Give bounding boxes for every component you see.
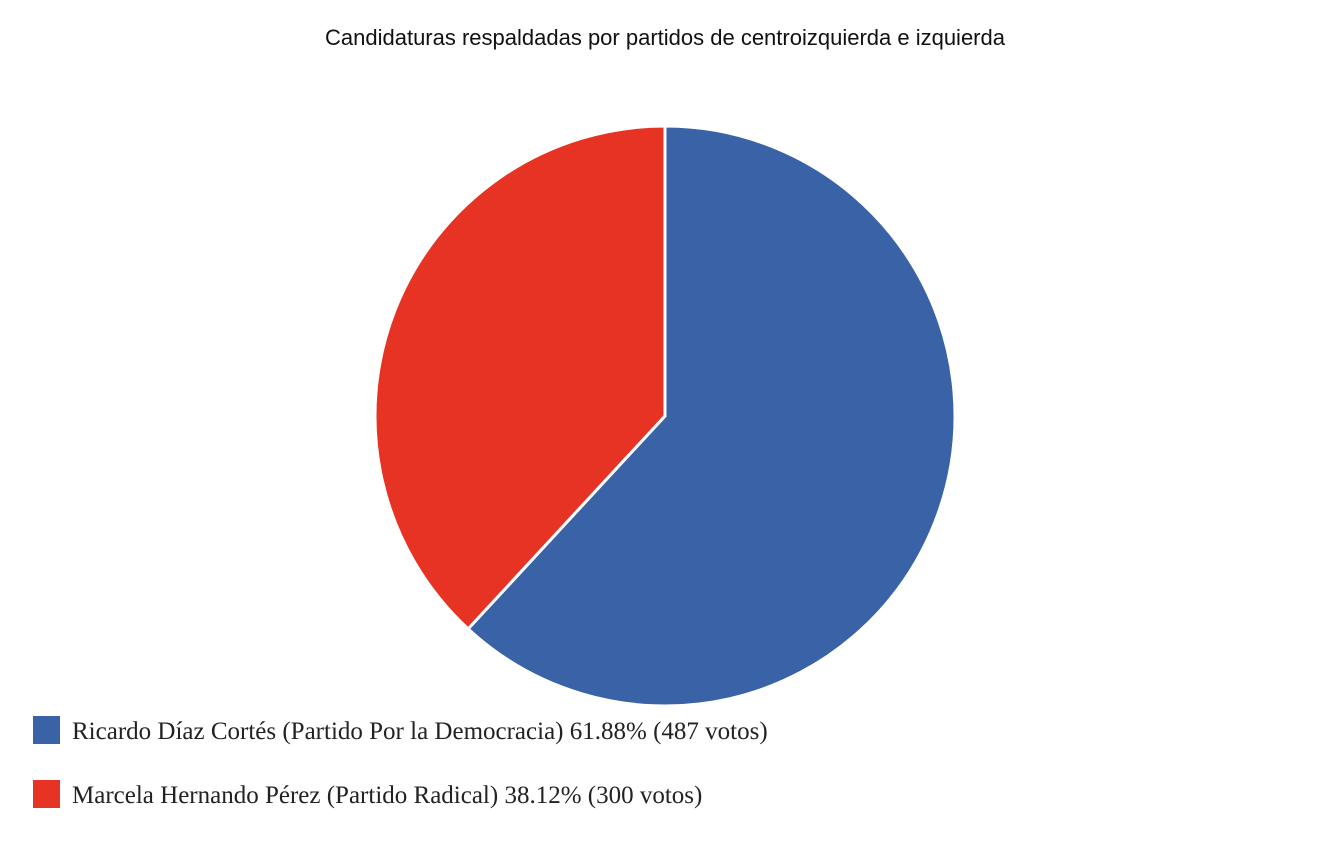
- legend-swatch: [33, 780, 60, 808]
- chart-title: Candidaturas respaldadas por partidos de…: [325, 25, 1006, 50]
- legend-text: 61.88%: [570, 718, 647, 745]
- legend-entry: Marcela Hernando Pérez (Partido Radical)…: [72, 782, 702, 809]
- legend-text: (300 votos): [588, 782, 703, 809]
- pie-slice: [465, 124, 957, 708]
- legend-swatch: [33, 716, 60, 744]
- legend-text: Ricardo Díaz Cortés (Partido Por la Demo…: [72, 718, 564, 745]
- legend-text: Marcela Hernando Pérez (Partido Radical): [72, 782, 498, 809]
- legend-text: (487 votos): [653, 718, 768, 745]
- legend-text: 38.12%: [504, 782, 581, 809]
- legend-entry: Ricardo Díaz Cortés (Partido Por la Demo…: [72, 718, 768, 745]
- pie-slice: [373, 124, 667, 632]
